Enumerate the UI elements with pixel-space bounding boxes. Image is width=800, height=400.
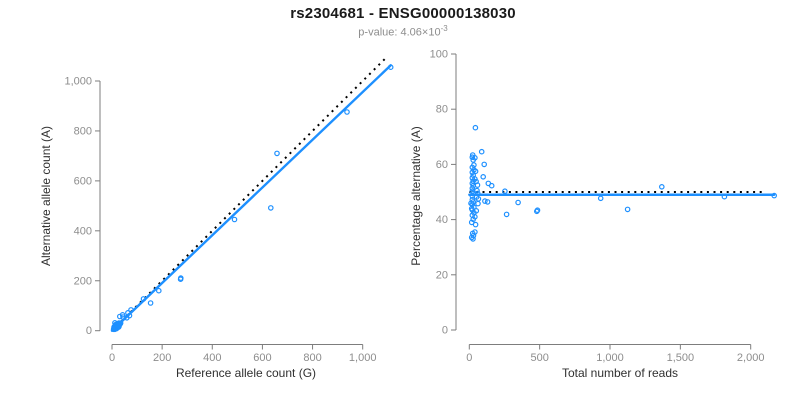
x-tick-label: 2,000 <box>737 352 765 364</box>
data-point <box>470 236 476 242</box>
x-tick-label: 1,500 <box>667 352 695 364</box>
y-tick-label: 600 <box>74 175 92 187</box>
data-point <box>231 216 238 223</box>
y-axis-title: Alternative allele count (A) <box>39 126 53 266</box>
data-point <box>113 325 120 332</box>
data-point <box>126 312 133 319</box>
x-tick-label: 800 <box>303 352 321 364</box>
y-tick-label: 0 <box>442 325 448 337</box>
data-point <box>473 208 480 214</box>
data-point <box>156 287 162 294</box>
y-tick-label: 80 <box>436 104 448 116</box>
y-tick-label: 40 <box>436 214 448 226</box>
data-point <box>484 199 491 205</box>
data-point <box>147 300 154 306</box>
data-point <box>468 234 475 241</box>
data-point <box>475 200 481 207</box>
x-tick-label: 0 <box>466 352 472 364</box>
x-axis-title: Total number of reads <box>562 366 678 380</box>
data-point <box>658 184 665 190</box>
data-point <box>482 198 488 204</box>
y-tick-label: 60 <box>436 159 448 171</box>
data-point <box>128 307 134 313</box>
data-point <box>721 193 728 200</box>
y-tick-label: 20 <box>436 269 448 281</box>
data-point <box>267 205 274 211</box>
data-point <box>178 275 184 281</box>
pvalue-subtitle: p-value: 4.06×10-3 <box>3 24 800 39</box>
data-point <box>597 195 604 202</box>
x-tick-label: 0 <box>109 352 115 364</box>
data-point <box>472 221 479 228</box>
fit-line <box>110 64 392 332</box>
data-point <box>344 109 350 115</box>
x-tick-label: 400 <box>203 352 221 364</box>
x-tick-label: 1,000 <box>349 352 377 364</box>
data-point <box>481 161 488 168</box>
data-point <box>140 296 147 302</box>
data-point <box>472 124 479 131</box>
data-point <box>503 211 510 218</box>
data-point <box>502 188 508 195</box>
data-point <box>480 174 487 180</box>
y-tick-label: 1,000 <box>64 76 92 88</box>
data-point <box>274 150 280 157</box>
expected-identity-line <box>111 55 389 332</box>
data-point <box>474 182 481 188</box>
data-point <box>469 185 476 192</box>
right-plot: 0 20 40 60 80 100 0 500 1,000 1,500 2,000 Total num… <box>409 49 778 380</box>
page-title: rs2304681 - ENSG00000138030 <box>290 5 516 22</box>
data-point <box>472 168 479 175</box>
y-tick-label: 100 <box>430 49 448 61</box>
x-tick-label: 1,000 <box>596 352 624 364</box>
pvalue-exponent: -3 <box>440 24 448 33</box>
x-tick-label: 500 <box>530 352 548 364</box>
data-point <box>469 169 476 176</box>
x-tick-label: 600 <box>253 352 271 364</box>
data-point <box>771 192 778 199</box>
pvalue-text: p-value: 4.06×10 <box>358 26 441 39</box>
data-point <box>534 207 541 214</box>
data-point <box>119 311 126 318</box>
data-point <box>387 64 394 71</box>
data-point <box>470 157 477 163</box>
data-point <box>515 199 521 206</box>
left-plot: 0 200 400 600 800 1,000 0 200 400 600 800 1,000 Refe… <box>39 55 394 380</box>
x-axis-title: Reference allele count (G) <box>176 366 316 380</box>
data-point <box>469 175 476 181</box>
data-point <box>469 154 476 161</box>
x-tick-label: 200 <box>153 352 171 364</box>
y-tick-label: 800 <box>74 125 92 137</box>
data-point <box>488 182 495 189</box>
data-point <box>478 148 485 155</box>
y-tick-label: 200 <box>74 275 92 287</box>
y-tick-label: 400 <box>74 225 92 237</box>
y-tick-label: 0 <box>86 325 92 337</box>
data-point <box>624 206 631 213</box>
y-axis-title: Percentage alternative (A) <box>409 126 423 265</box>
